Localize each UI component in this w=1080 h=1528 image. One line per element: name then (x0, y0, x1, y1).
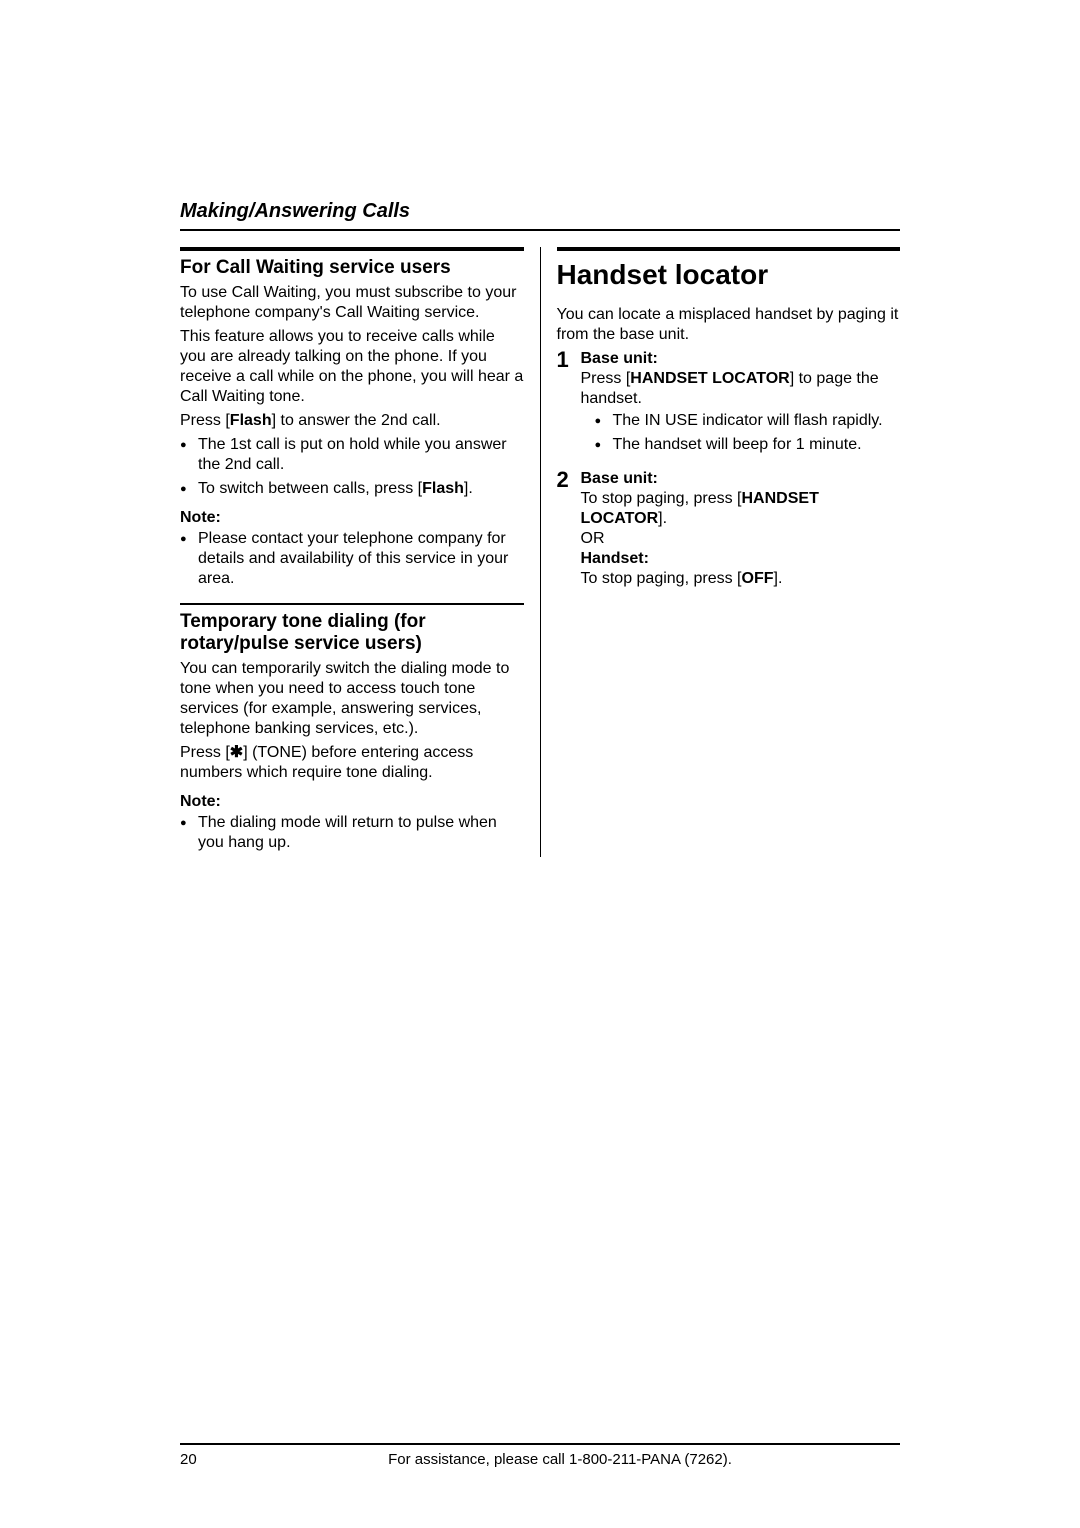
text: Press (180, 412, 225, 429)
note-label: Note: (180, 793, 524, 811)
call-waiting-heading: For Call Waiting service users (180, 257, 524, 279)
star-key: ✱ (225, 744, 247, 761)
footer-rule (180, 1443, 900, 1445)
or-text: OR (581, 529, 901, 549)
flash-key: Flash (225, 412, 276, 429)
bullet-item: Please contact your telephone company fo… (180, 529, 524, 589)
text: . (778, 570, 782, 587)
bullet-item: The handset will beep for 1 minute. (595, 435, 901, 455)
page: Making/Answering Calls For Call Waiting … (0, 0, 1080, 1528)
right-column: Handset locator You can locate a misplac… (541, 247, 901, 857)
bullet-item: To switch between calls, press Flash. (180, 479, 524, 499)
off-key: OFF (737, 570, 778, 587)
step-title: Base unit: (581, 469, 901, 489)
call-waiting-para2b: Press Flash to answer the 2nd call. (180, 411, 524, 431)
bullet-item: The dialing mode will return to pulse wh… (180, 813, 524, 853)
tone-dialing-heading: Temporary tone dialing (for rotary/pulse… (180, 611, 524, 655)
note-bullets: Please contact your telephone company fo… (180, 529, 524, 589)
step-number: 1 (557, 349, 581, 459)
bullet-item: The IN USE indicator will flash rapidly. (595, 411, 901, 431)
section-rule (180, 247, 524, 251)
page-number: 20 (180, 1451, 220, 1468)
step-body: Base unit: Press HANDSET LOCATOR to page… (581, 349, 901, 459)
note-bullets: The dialing mode will return to pulse wh… (180, 813, 524, 853)
step-1: 1 Base unit: Press HANDSET LOCATOR to pa… (557, 349, 901, 459)
call-waiting-para2a: This feature allows you to receive calls… (180, 327, 524, 407)
text: . (663, 510, 667, 527)
section-header: Making/Answering Calls (180, 200, 900, 223)
text: To switch between calls, press (198, 480, 418, 497)
step-2: 2 Base unit: To stop paging, press HANDS… (557, 469, 901, 589)
flash-key: Flash (418, 480, 469, 497)
two-column-layout: For Call Waiting service users To use Ca… (180, 247, 900, 857)
handset-locator-key: HANDSET LOCATOR (626, 370, 794, 387)
step-line: To stop paging, press HANDSET LOCATOR. (581, 489, 901, 529)
header-rule (180, 229, 900, 231)
bullet-item: The 1st call is put on hold while you an… (180, 435, 524, 475)
step-sub-bullets: The IN USE indicator will flash rapidly.… (595, 411, 901, 455)
step-title2: Handset: (581, 549, 901, 569)
step-line: Press HANDSET LOCATOR to page the handse… (581, 369, 901, 409)
note-label: Note: (180, 509, 524, 527)
section-rule (557, 247, 901, 251)
section-rule (180, 603, 524, 605)
step-title: Base unit: (581, 349, 901, 369)
tone-dialing-para2: Press ✱ (TONE) before entering access nu… (180, 743, 524, 783)
left-column: For Call Waiting service users To use Ca… (180, 247, 541, 857)
handset-locator-intro: You can locate a misplaced handset by pa… (557, 305, 901, 345)
text: . (468, 480, 472, 497)
handset-locator-heading: Handset locator (557, 259, 901, 291)
text: To stop paging, press (581, 490, 738, 507)
step-line2: To stop paging, press OFF. (581, 569, 901, 589)
text: Press (581, 370, 626, 387)
tone-dialing-para1: You can temporarily switch the dialing m… (180, 659, 524, 739)
text: To stop paging, press (581, 570, 738, 587)
call-waiting-para1: To use Call Waiting, you must subscribe … (180, 283, 524, 323)
footer-assist-text: For assistance, please call 1-800-211-PA… (220, 1451, 900, 1468)
step-number: 2 (557, 469, 581, 589)
call-waiting-bullets: The 1st call is put on hold while you an… (180, 435, 524, 499)
step-body: Base unit: To stop paging, press HANDSET… (581, 469, 901, 589)
text: to answer the 2nd call. (276, 412, 441, 429)
footer-row: 20 For assistance, please call 1-800-211… (180, 1451, 900, 1468)
text: Press (180, 744, 225, 761)
page-footer: 20 For assistance, please call 1-800-211… (180, 1443, 900, 1468)
